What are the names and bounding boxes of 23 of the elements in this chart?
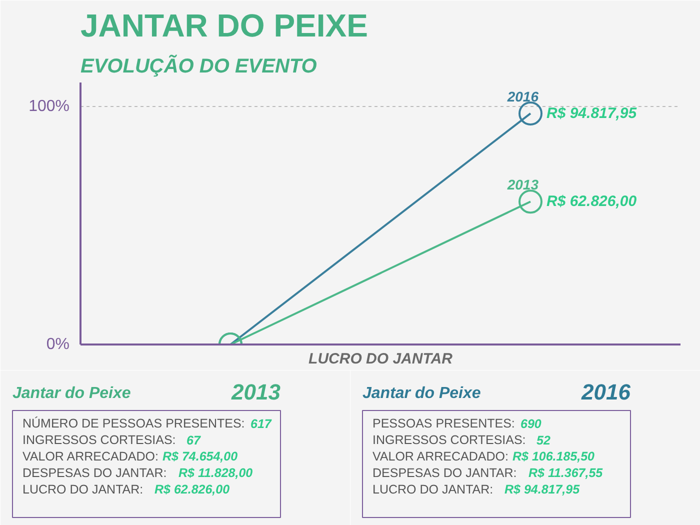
data-label: R$ 94.817,95 <box>546 104 638 122</box>
text: PESSOAS PRESENTES: 690 <box>372 416 542 431</box>
text: VALOR ARRECADADO: R$ 74.654,00 <box>22 450 238 464</box>
text: Jantar do Peixe <box>12 385 131 402</box>
series-label: 2013 <box>506 176 539 193</box>
y-tick-label: 0% <box>46 336 70 353</box>
text: DESPESAS DO JANTAR: R$ 11.367,55 <box>372 466 604 480</box>
text: LUCRO DO JANTAR: R$ 62.826,00 <box>22 482 230 496</box>
y-tick-label: 100% <box>28 98 70 115</box>
data-label: R$ 62.826,00 <box>546 193 638 210</box>
series-label: 2016 <box>506 88 539 104</box>
text: INGRESSOS CORTESIAS: 52 <box>372 433 550 448</box>
x-axis-title: LUCRO DO JANTAR <box>308 350 453 368</box>
text: VALOR ARRECADADO: R$ 106.185,50 <box>372 450 595 464</box>
text: DESPESAS DO JANTAR: R$ 11.828,00 <box>22 466 253 480</box>
text: NÚMERO DE PESSOAS PRESENTES: 617 <box>22 416 272 431</box>
chart-subtitle: EVOLUÇÃO DO EVENTO <box>80 54 318 78</box>
text: Jantar do Peixe <box>362 385 481 402</box>
chart-title: JANTAR DO PEIXE <box>80 8 368 44</box>
text: 2013 <box>230 380 281 404</box>
text: LUCRO DO JANTAR: R$ 94.817,95 <box>372 482 581 496</box>
text: 2016 <box>580 380 632 404</box>
text: INGRESSOS CORTESIAS: 67 <box>22 433 202 448</box>
